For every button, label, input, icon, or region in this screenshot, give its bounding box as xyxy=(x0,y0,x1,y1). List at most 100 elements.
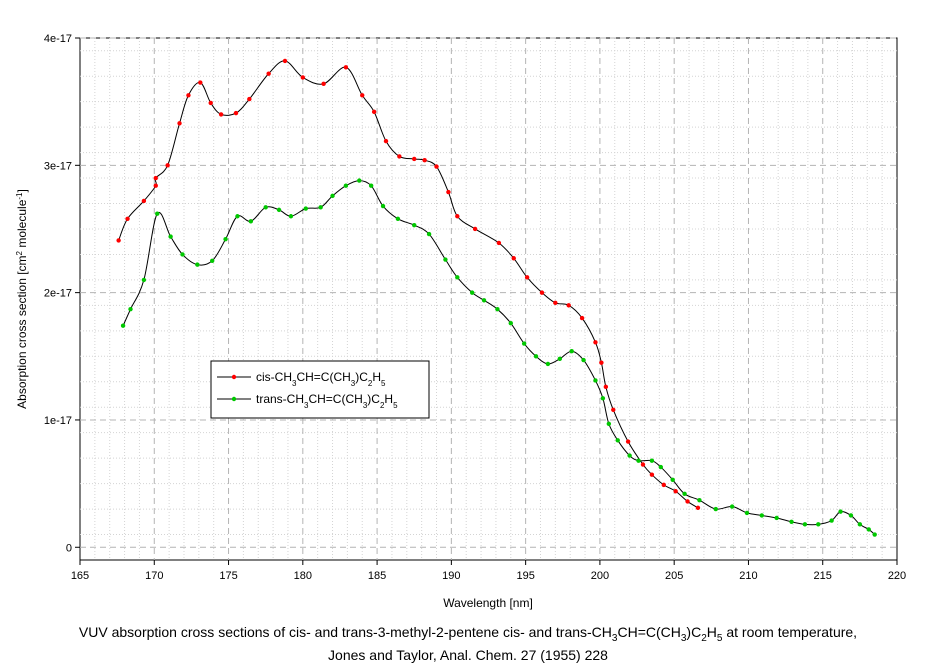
legend-box xyxy=(210,360,430,419)
data-point xyxy=(593,378,598,383)
data-point xyxy=(838,509,843,514)
data-point xyxy=(434,164,439,169)
data-point xyxy=(371,109,377,115)
x-tick-label: 220 xyxy=(888,570,906,582)
data-point xyxy=(422,158,427,163)
data-point xyxy=(569,349,574,354)
data-point xyxy=(661,482,666,488)
data-point xyxy=(593,340,598,345)
x-tick-label: 170 xyxy=(145,570,163,582)
data-point xyxy=(658,464,664,470)
y-axis-label: Absorption cross section [cm2 molecule-1… xyxy=(15,189,30,409)
data-point xyxy=(218,112,224,117)
data-point xyxy=(670,477,675,482)
legend-label: cis-CH3CH=C(CH3)C2H5 xyxy=(256,370,386,388)
series-line xyxy=(118,60,699,509)
data-point xyxy=(508,320,513,326)
x-tick-label: 200 xyxy=(591,570,609,582)
data-point xyxy=(165,163,170,168)
data-point xyxy=(210,258,215,264)
data-point xyxy=(443,257,448,262)
caption-line-1: VUV absorption cross sections of cis- an… xyxy=(78,624,858,644)
data-point xyxy=(380,203,386,209)
data-point xyxy=(186,93,191,98)
legend-label: trans-CH3CH=C(CH3)C2H5 xyxy=(256,392,398,410)
data-point xyxy=(412,156,417,162)
series-cis xyxy=(116,58,701,510)
data-point xyxy=(153,183,158,188)
data-point xyxy=(615,438,620,443)
data-point xyxy=(649,472,655,477)
data-point xyxy=(545,361,551,367)
data-point xyxy=(208,100,213,106)
data-point xyxy=(872,532,877,537)
data-point xyxy=(713,506,718,512)
data-point xyxy=(263,205,268,210)
data-point xyxy=(120,323,126,328)
minor-grid xyxy=(80,38,897,560)
data-point xyxy=(640,462,646,467)
data-point xyxy=(397,154,402,159)
data-point xyxy=(729,504,735,509)
data-point xyxy=(276,207,282,213)
data-point xyxy=(125,216,130,221)
x-tick-label: 180 xyxy=(294,570,312,582)
x-tick-label: 175 xyxy=(219,570,237,582)
x-axis-label: Wavelength [nm] xyxy=(443,596,533,610)
x-tick-label: 215 xyxy=(814,570,832,582)
data-point xyxy=(412,222,417,228)
data-point xyxy=(581,357,586,363)
data-point xyxy=(318,205,323,210)
data-point xyxy=(481,298,487,303)
data-point xyxy=(611,407,616,412)
x-tick-label: 185 xyxy=(368,570,386,582)
data-point xyxy=(649,458,655,463)
data-point xyxy=(116,238,121,243)
data-point xyxy=(539,290,545,295)
data-point xyxy=(829,518,834,523)
data-point xyxy=(455,275,460,280)
data-point xyxy=(198,80,203,85)
x-tick-label: 210 xyxy=(739,570,757,582)
data-point xyxy=(789,519,794,525)
y-axis: 0 1e-17 2e-17 3e-17 4e-17 xyxy=(44,33,80,554)
data-point xyxy=(128,306,133,312)
x-tick-label: 205 xyxy=(665,570,683,582)
data-point xyxy=(141,277,147,283)
y-tick-label: 0 xyxy=(66,542,72,554)
data-point xyxy=(759,513,765,518)
data-point xyxy=(357,178,362,183)
data-point xyxy=(599,360,604,365)
y-tick-label: 3e-17 xyxy=(44,160,72,172)
data-point xyxy=(266,71,271,76)
data-point xyxy=(625,439,631,444)
data-point xyxy=(857,522,863,527)
data-point xyxy=(816,522,821,527)
data-point xyxy=(848,513,854,518)
data-point xyxy=(695,505,701,510)
data-point xyxy=(303,206,308,211)
data-point xyxy=(343,65,349,70)
data-point xyxy=(697,497,702,503)
data-point xyxy=(247,96,252,102)
data-point xyxy=(673,489,678,494)
data-point xyxy=(685,499,690,504)
series-layer xyxy=(116,58,877,537)
data-point xyxy=(141,198,147,204)
data-point xyxy=(866,527,871,532)
data-point xyxy=(566,303,571,308)
data-point xyxy=(636,458,641,463)
legend-marker xyxy=(231,374,237,380)
data-point xyxy=(511,256,516,261)
data-point xyxy=(472,226,478,232)
x-tick-label: 165 xyxy=(71,570,89,582)
data-point xyxy=(368,183,374,188)
data-point xyxy=(223,236,228,242)
data-point xyxy=(330,193,335,199)
data-point xyxy=(600,396,606,401)
y-tick-label: 1e-17 xyxy=(44,415,72,427)
series-trans xyxy=(120,178,877,537)
data-point xyxy=(774,515,779,521)
data-point xyxy=(802,522,808,527)
data-point xyxy=(426,231,432,237)
